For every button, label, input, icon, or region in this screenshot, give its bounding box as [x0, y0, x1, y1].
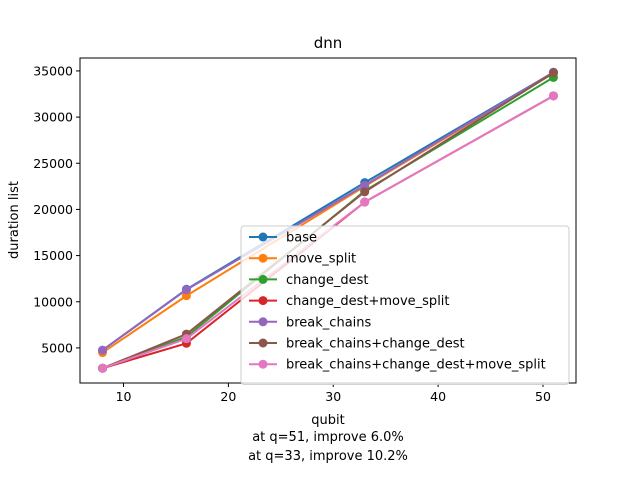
- y-tick-label: 20000: [33, 202, 73, 217]
- x-tick-label: 50: [535, 389, 551, 404]
- legend: base move_split change_dest change_dest+mov…: [240, 225, 570, 385]
- note-q33: at q=33, improve 10.2%: [248, 449, 408, 464]
- y-tick-label: 25000: [33, 156, 73, 171]
- y-axis: 5000 10000 15000 20000 25000 30000 35000: [33, 63, 80, 355]
- x-tick-label: 10: [116, 389, 132, 404]
- y-tick-label: 30000: [33, 110, 73, 125]
- legend-label: change_dest+move_split: [286, 294, 450, 309]
- legend-label: move_split: [286, 252, 356, 267]
- y-tick-label: 15000: [33, 248, 73, 263]
- legend-marker: [258, 317, 268, 327]
- legend-label: break_chains: [286, 315, 372, 330]
- data-point: [360, 187, 370, 197]
- x-tick-label: 20: [220, 389, 236, 404]
- chart-title: dnn: [314, 34, 343, 52]
- legend-marker: [258, 296, 268, 306]
- data-point: [548, 91, 558, 101]
- data-point: [98, 363, 108, 373]
- legend-label: base: [286, 231, 317, 246]
- legend-marker: [258, 253, 268, 263]
- legend-label: change_dest: [286, 273, 368, 288]
- data-point: [181, 334, 191, 344]
- legend-marker: [258, 232, 268, 242]
- legend-label: break_chains+change_dest+move_split: [286, 358, 546, 373]
- x-tick-label: 30: [325, 389, 341, 404]
- x-tick-label: 40: [430, 389, 446, 404]
- x-axis-label: qubit: [311, 413, 344, 428]
- y-tick-label: 10000: [33, 294, 73, 309]
- legend-label: break_chains+change_dest: [286, 337, 465, 352]
- legend-box: [240, 225, 570, 385]
- data-point: [548, 68, 558, 78]
- x-axis: 10 20 30 40 50: [116, 383, 551, 404]
- note-q51: at q=51, improve 6.0%: [252, 430, 404, 445]
- y-tick-label: 5000: [41, 340, 73, 355]
- data-point: [360, 197, 370, 207]
- data-point: [360, 180, 370, 190]
- data-point: [98, 345, 108, 355]
- data-point: [181, 285, 191, 295]
- y-axis-label: duration list: [7, 181, 22, 259]
- y-tick-label: 35000: [33, 63, 73, 78]
- legend-marker: [258, 274, 268, 284]
- legend-marker: [258, 338, 268, 348]
- legend-marker: [258, 359, 268, 369]
